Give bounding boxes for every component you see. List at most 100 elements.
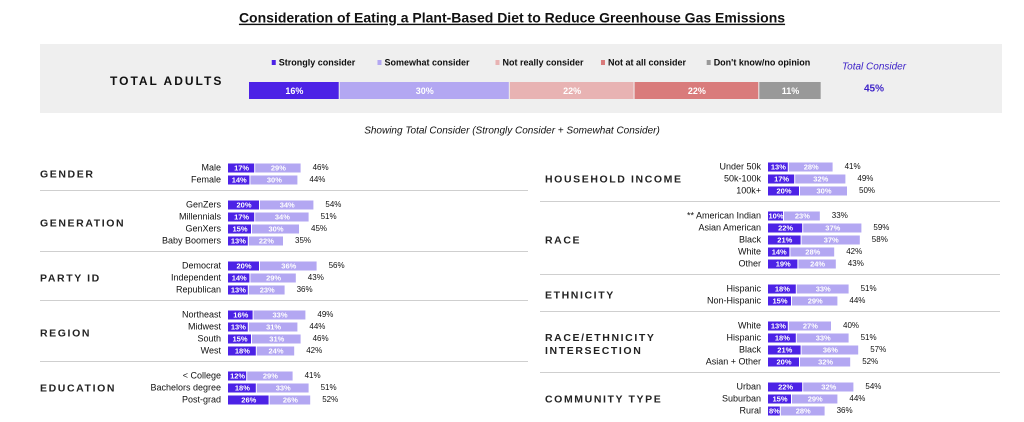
- total-label: 51%: [861, 333, 877, 342]
- legend-swatch: [377, 60, 382, 65]
- value-label: 18%: [775, 284, 790, 293]
- bar: [768, 284, 796, 294]
- value-label: 20%: [236, 200, 251, 209]
- total-label: 51%: [321, 212, 337, 221]
- value-label: 28%: [805, 247, 820, 256]
- bar: [768, 259, 798, 269]
- value-label: 13%: [231, 285, 246, 294]
- bar: [256, 346, 295, 356]
- value-label: 22%: [778, 223, 793, 232]
- value-label: 37%: [825, 223, 840, 232]
- category-label: 100k+: [736, 185, 761, 195]
- bar: [768, 174, 795, 184]
- category-label: Post-grad: [182, 394, 221, 404]
- value-label: 14%: [232, 175, 247, 184]
- value-label: 31%: [266, 322, 281, 331]
- bar: [768, 382, 803, 392]
- bar: [228, 395, 269, 405]
- value-label: 17%: [774, 174, 789, 183]
- bar-segment: [634, 82, 759, 99]
- category-label: < College: [183, 370, 221, 380]
- bar: [228, 371, 247, 381]
- category-label: Northeast: [182, 309, 222, 319]
- bar: [768, 394, 791, 404]
- total-label: 42%: [846, 247, 862, 256]
- value-label: 34%: [280, 200, 295, 209]
- value-label: 37%: [824, 235, 839, 244]
- total-label: 33%: [832, 211, 848, 220]
- bar: [252, 334, 301, 344]
- category-label: Hispanic: [726, 332, 761, 342]
- bar: [228, 310, 253, 320]
- category-label: GenXers: [185, 223, 221, 233]
- bar: [792, 394, 838, 404]
- category-label: Black: [739, 344, 762, 354]
- bar: [768, 211, 783, 221]
- bar: [228, 212, 255, 222]
- value-label: 14%: [232, 273, 247, 282]
- value-label: 24%: [810, 259, 825, 268]
- group-label: RACE/ETHNICITY INTERSECTION: [545, 332, 656, 357]
- total-label: 59%: [873, 223, 889, 232]
- total-label: 46%: [313, 334, 329, 343]
- value-label: 32%: [818, 357, 833, 366]
- total-label: 52%: [322, 395, 338, 404]
- total-label: 45%: [311, 224, 327, 233]
- value-label: 36%: [281, 261, 296, 270]
- category-label: Under 50k: [719, 161, 761, 171]
- bar: [255, 163, 301, 173]
- bar: [253, 310, 306, 320]
- category-label: South: [197, 333, 221, 343]
- value-label: 13%: [771, 162, 786, 171]
- value-label: 8%: [769, 406, 780, 415]
- bar: [792, 296, 838, 306]
- total-label: 49%: [857, 174, 873, 183]
- value-label: 28%: [796, 406, 811, 415]
- category-label: Other: [738, 258, 761, 268]
- bar: [768, 345, 801, 355]
- bar: [247, 371, 293, 381]
- bar: [800, 357, 851, 367]
- value-label: 30%: [416, 86, 434, 96]
- total-panel: [40, 44, 1002, 113]
- total-label: 51%: [861, 284, 877, 293]
- category-label: White: [738, 246, 761, 256]
- bar: [803, 382, 854, 392]
- category-label: Rural: [739, 405, 761, 415]
- value-label: 29%: [263, 371, 278, 380]
- value-label: 29%: [808, 296, 823, 305]
- bar: [798, 259, 836, 269]
- category-label: Non-Hispanic: [707, 295, 762, 305]
- value-label: 15%: [232, 224, 247, 233]
- bar: [228, 334, 251, 344]
- bar-segment: [339, 82, 509, 99]
- value-label: 22%: [688, 86, 706, 96]
- total-label: 42%: [306, 346, 322, 355]
- value-label: 18%: [235, 346, 250, 355]
- total-label: 52%: [862, 357, 878, 366]
- bar: [228, 224, 251, 234]
- subtitle: Showing Total Consider (Strongly Conside…: [364, 126, 660, 137]
- value-label: 14%: [772, 247, 787, 256]
- category-label: Asian American: [698, 222, 761, 232]
- group-label: GENERATION: [40, 217, 126, 230]
- value-label: 36%: [823, 345, 838, 354]
- total-label: 35%: [295, 236, 311, 245]
- total-label: 36%: [837, 406, 853, 415]
- category-label: Urban: [736, 381, 761, 391]
- bar: [796, 333, 849, 343]
- bar: [803, 223, 862, 233]
- value-label: 33%: [272, 310, 287, 319]
- total-label: 40%: [843, 321, 859, 330]
- bar: [768, 321, 788, 331]
- value-label: 22%: [259, 236, 274, 245]
- value-label: 18%: [235, 383, 250, 392]
- value-label: 27%: [803, 321, 818, 330]
- total-label: 36%: [297, 285, 313, 294]
- value-label: 26%: [241, 395, 256, 404]
- category-label: Suburban: [722, 393, 761, 403]
- total-consider-name: Total Consider: [842, 62, 907, 73]
- value-label: 20%: [776, 357, 791, 366]
- bar: [795, 174, 846, 184]
